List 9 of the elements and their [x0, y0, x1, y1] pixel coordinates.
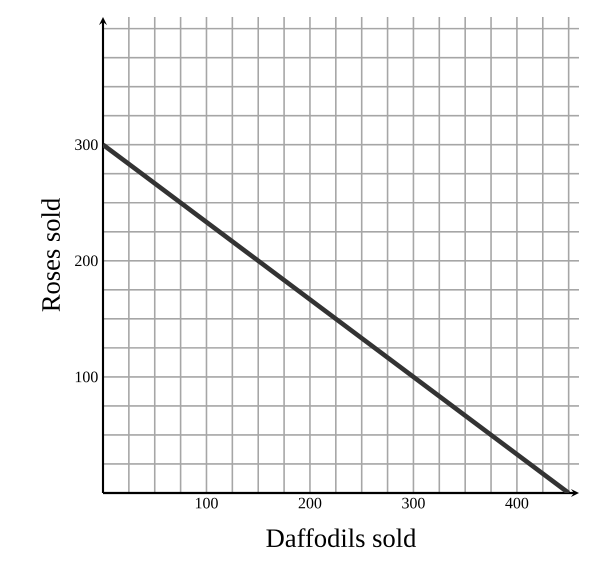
x-tick-label: 200 — [298, 498, 322, 508]
y-axis-title: Roses sold — [41, 198, 60, 312]
y-tick-label: 100 — [76, 372, 98, 382]
y-tick-label: 200 — [75, 255, 98, 266]
x-tick-label: 300 — [402, 498, 425, 508]
x-axis-title: Daffodils sold — [266, 528, 416, 548]
x-tick-label: 100 — [196, 498, 218, 508]
x-tick-label: 400 — [505, 498, 528, 508]
y-tick-label: 300 — [75, 139, 98, 150]
